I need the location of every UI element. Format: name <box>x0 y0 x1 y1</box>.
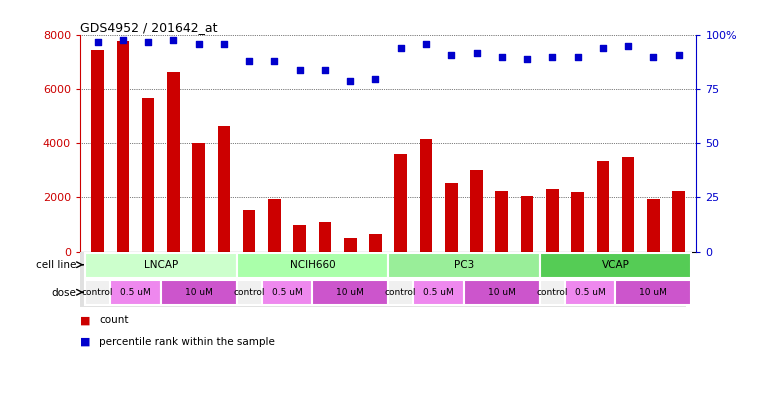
Text: control: control <box>82 288 113 297</box>
Point <box>445 51 457 58</box>
Bar <box>243 209 256 252</box>
Point <box>294 67 306 73</box>
Bar <box>319 222 331 252</box>
Text: count: count <box>99 315 129 325</box>
Point <box>597 45 609 51</box>
Bar <box>85 253 237 277</box>
Bar <box>622 157 635 252</box>
Bar <box>142 97 154 252</box>
Point <box>521 56 533 62</box>
Text: NCIH660: NCIH660 <box>289 260 335 270</box>
Bar <box>237 253 388 277</box>
Text: 10 uM: 10 uM <box>639 288 667 297</box>
Text: 10 uM: 10 uM <box>488 288 516 297</box>
Text: ■: ■ <box>80 337 94 347</box>
Bar <box>495 191 508 252</box>
Point <box>572 54 584 60</box>
Bar <box>647 199 660 252</box>
Bar <box>91 50 104 252</box>
Bar <box>565 281 616 305</box>
Bar <box>672 191 685 252</box>
Point <box>546 54 559 60</box>
Bar <box>312 281 388 305</box>
Text: 10 uM: 10 uM <box>185 288 212 297</box>
Bar <box>193 143 205 252</box>
Point <box>648 54 660 60</box>
Bar <box>464 281 540 305</box>
Bar <box>540 253 691 277</box>
Bar <box>388 253 540 277</box>
Text: percentile rank within the sample: percentile rank within the sample <box>99 337 275 347</box>
Point <box>673 51 685 58</box>
Text: GDS4952 / 201642_at: GDS4952 / 201642_at <box>80 21 218 34</box>
Text: LNCAP: LNCAP <box>144 260 178 270</box>
Bar <box>167 72 180 252</box>
Text: control: control <box>385 288 416 297</box>
Point <box>269 58 281 64</box>
Bar <box>445 183 457 252</box>
Text: control: control <box>537 288 568 297</box>
Point <box>142 39 154 45</box>
Point <box>622 43 634 49</box>
Point <box>470 50 482 56</box>
Point <box>91 39 103 45</box>
Bar <box>85 281 110 305</box>
Point <box>395 45 407 51</box>
Bar <box>470 171 482 252</box>
Point <box>243 58 255 64</box>
Bar <box>572 192 584 252</box>
Bar <box>161 281 237 305</box>
Bar <box>237 281 262 305</box>
Point <box>319 67 331 73</box>
Text: 0.5 uM: 0.5 uM <box>120 288 151 297</box>
Bar <box>388 281 413 305</box>
Point <box>218 41 230 47</box>
Bar <box>262 281 312 305</box>
Bar <box>218 126 231 252</box>
Bar <box>597 161 609 252</box>
Text: 10 uM: 10 uM <box>336 288 365 297</box>
Text: cell line: cell line <box>36 260 76 270</box>
Point <box>495 54 508 60</box>
Bar <box>616 281 691 305</box>
Bar <box>344 238 357 252</box>
Bar <box>419 140 432 252</box>
Bar <box>413 281 464 305</box>
Bar <box>521 196 533 252</box>
Bar <box>394 154 407 252</box>
Point <box>193 41 205 47</box>
Point <box>167 37 180 43</box>
Bar <box>268 199 281 252</box>
Bar <box>110 281 161 305</box>
Point <box>369 75 381 82</box>
Bar <box>116 41 129 252</box>
Text: ■: ■ <box>80 315 94 325</box>
Bar <box>294 224 306 252</box>
Text: 0.5 uM: 0.5 uM <box>272 288 302 297</box>
Text: PC3: PC3 <box>454 260 474 270</box>
Text: VCAP: VCAP <box>601 260 629 270</box>
Point <box>116 37 129 43</box>
Point <box>420 41 432 47</box>
Text: 0.5 uM: 0.5 uM <box>423 288 454 297</box>
Bar <box>540 281 565 305</box>
Text: dose: dose <box>51 288 76 298</box>
Point <box>344 78 356 84</box>
Bar <box>546 189 559 252</box>
Bar <box>369 234 382 252</box>
Text: 0.5 uM: 0.5 uM <box>575 288 606 297</box>
Text: control: control <box>234 288 265 297</box>
